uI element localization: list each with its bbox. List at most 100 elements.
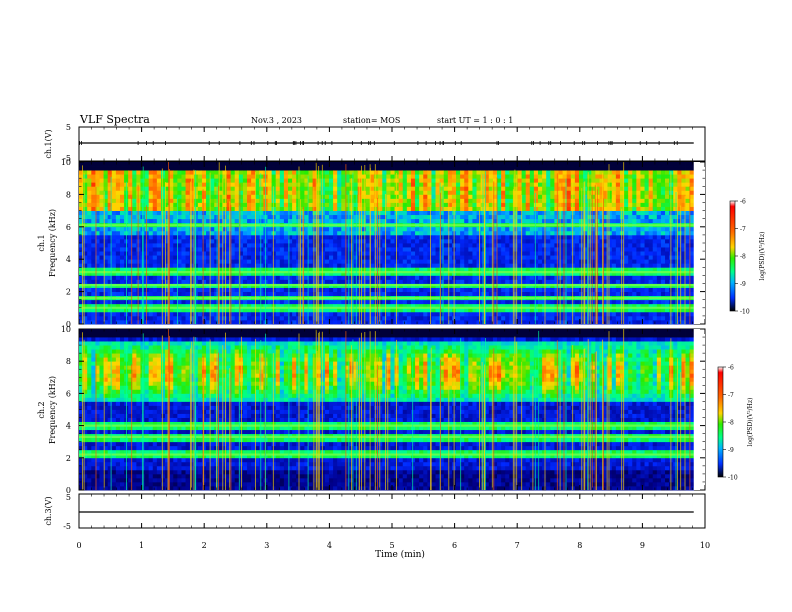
- spectrogram-cell: [501, 315, 506, 321]
- spectrogram-cell: [230, 226, 236, 232]
- spectrogram-cell: [91, 170, 96, 175]
- spectrogram-cell: [566, 259, 572, 264]
- spectrogram-cell: [419, 247, 424, 252]
- spectrogram-cell: [566, 291, 572, 297]
- spectrogram-cell: [353, 182, 359, 187]
- spectrogram-cell: [267, 206, 273, 211]
- spectrogram-cell: [521, 226, 527, 232]
- spectrogram-cell: [107, 238, 113, 244]
- spectrogram-cell: [132, 251, 137, 256]
- spectrogram-cell: [337, 170, 342, 175]
- spectrogram-cell: [226, 198, 232, 203]
- spectrogram-cell: [513, 287, 518, 292]
- spectrogram-cell: [574, 178, 580, 183]
- spectrogram-cell: [320, 259, 326, 264]
- spectrogram-cell: [234, 174, 240, 179]
- spectrogram-cell: [533, 198, 539, 203]
- spectrogram-cell: [558, 194, 563, 199]
- spectrogram-cell: [435, 255, 441, 260]
- spectrogram-cell: [160, 170, 166, 175]
- spectrogram-cell: [234, 315, 240, 321]
- spectrogram-cell: [312, 287, 318, 292]
- spectrogram-cell: [288, 275, 293, 280]
- spectrogram-cell: [542, 174, 547, 179]
- spectrogram-cell: [472, 218, 477, 224]
- spectrogram-cell: [156, 194, 162, 199]
- spectrogram-cell: [259, 251, 264, 256]
- spectrogram-cell: [312, 263, 318, 268]
- spectrogram-cell: [374, 271, 379, 276]
- spectrogram-cell: [259, 238, 264, 244]
- spectrogram-cell: [312, 251, 318, 256]
- spectrogram-cell: [328, 247, 334, 252]
- spectrogram-cell: [234, 291, 240, 297]
- spectrogram-cell: [275, 190, 281, 195]
- spectrogram-cell: [222, 218, 227, 224]
- spectrogram-cell: [501, 178, 506, 183]
- spectrogram-cell: [525, 319, 531, 325]
- spectrogram-cell: [574, 210, 580, 216]
- spectrogram-cell: [382, 202, 387, 207]
- spectrogram-cell: [419, 178, 424, 183]
- spectrogram-cell: [456, 299, 461, 305]
- spectrogram-cell: [533, 214, 539, 220]
- spectrogram-cell: [525, 206, 531, 211]
- spectrogram-cell: [152, 259, 158, 264]
- spectrogram-cell: [365, 291, 371, 297]
- spectrogram-cell: [345, 247, 350, 252]
- spectrogram-cell: [554, 243, 559, 248]
- spectrogram-cell: [292, 234, 297, 240]
- spectrogram-cell: [95, 307, 100, 313]
- spectrogram-cell: [341, 198, 346, 203]
- spectrogram-cell: [439, 190, 445, 195]
- spectrogram-cell: [91, 186, 96, 191]
- spectrogram-cell: [365, 210, 371, 216]
- spectrogram-cell: [488, 162, 494, 167]
- spectrogram-cell: [464, 238, 469, 244]
- spectrogram-cell: [566, 198, 572, 203]
- spectrogram-cell: [95, 247, 100, 252]
- spectrogram-cell: [247, 178, 252, 183]
- spectrogram-cell: [345, 206, 350, 211]
- spectrogram-cell: [410, 259, 416, 264]
- spectrogram-cell: [222, 243, 227, 248]
- spectrogram-cell: [492, 279, 498, 284]
- spectrogram-cell: [378, 267, 383, 272]
- spectrogram-cell: [550, 255, 555, 260]
- spectrogram-cell: [542, 315, 547, 321]
- spectrogram-cell: [509, 198, 514, 203]
- spectrogram-cell: [406, 170, 412, 175]
- spectrogram-cell: [419, 162, 424, 167]
- spectrogram-cell: [148, 271, 154, 276]
- spectrogram-cell: [308, 263, 313, 268]
- spectrogram-cell: [247, 190, 252, 195]
- spectrogram-cell: [181, 267, 186, 272]
- spectrogram-cell: [460, 170, 465, 175]
- spectrogram-cell: [83, 255, 88, 260]
- spectrogram-cell: [542, 247, 547, 252]
- spectrogram-cell: [111, 202, 117, 207]
- spectrogram-cell: [554, 303, 559, 309]
- spectrogram-cell: [91, 271, 96, 276]
- spectrogram-cell: [558, 315, 563, 321]
- spectrogram-cell: [529, 238, 535, 244]
- spectrogram-cell: [517, 311, 523, 317]
- spectrogram-cell: [206, 178, 211, 183]
- spectrogram-cell: [361, 263, 367, 268]
- spectrogram-cell: [79, 259, 84, 264]
- spectrogram-cell: [83, 243, 88, 248]
- spectrogram-cell: [83, 210, 88, 216]
- spectrogram-cell: [497, 303, 502, 309]
- spectrogram-cell: [460, 166, 465, 171]
- spectrogram-cell: [165, 166, 170, 171]
- spectrogram-cell: [115, 194, 121, 199]
- spectrogram-cell: [341, 267, 346, 272]
- spectrogram-cell: [255, 226, 260, 232]
- spectrogram-cell: [119, 198, 125, 203]
- spectrogram-cell: [119, 291, 125, 297]
- spectrogram-cell: [91, 267, 96, 272]
- spectrogram-cell: [87, 186, 92, 191]
- spectrogram-cell: [333, 251, 338, 256]
- spectrogram-cell: [394, 170, 400, 175]
- spectrogram-cell: [206, 255, 211, 260]
